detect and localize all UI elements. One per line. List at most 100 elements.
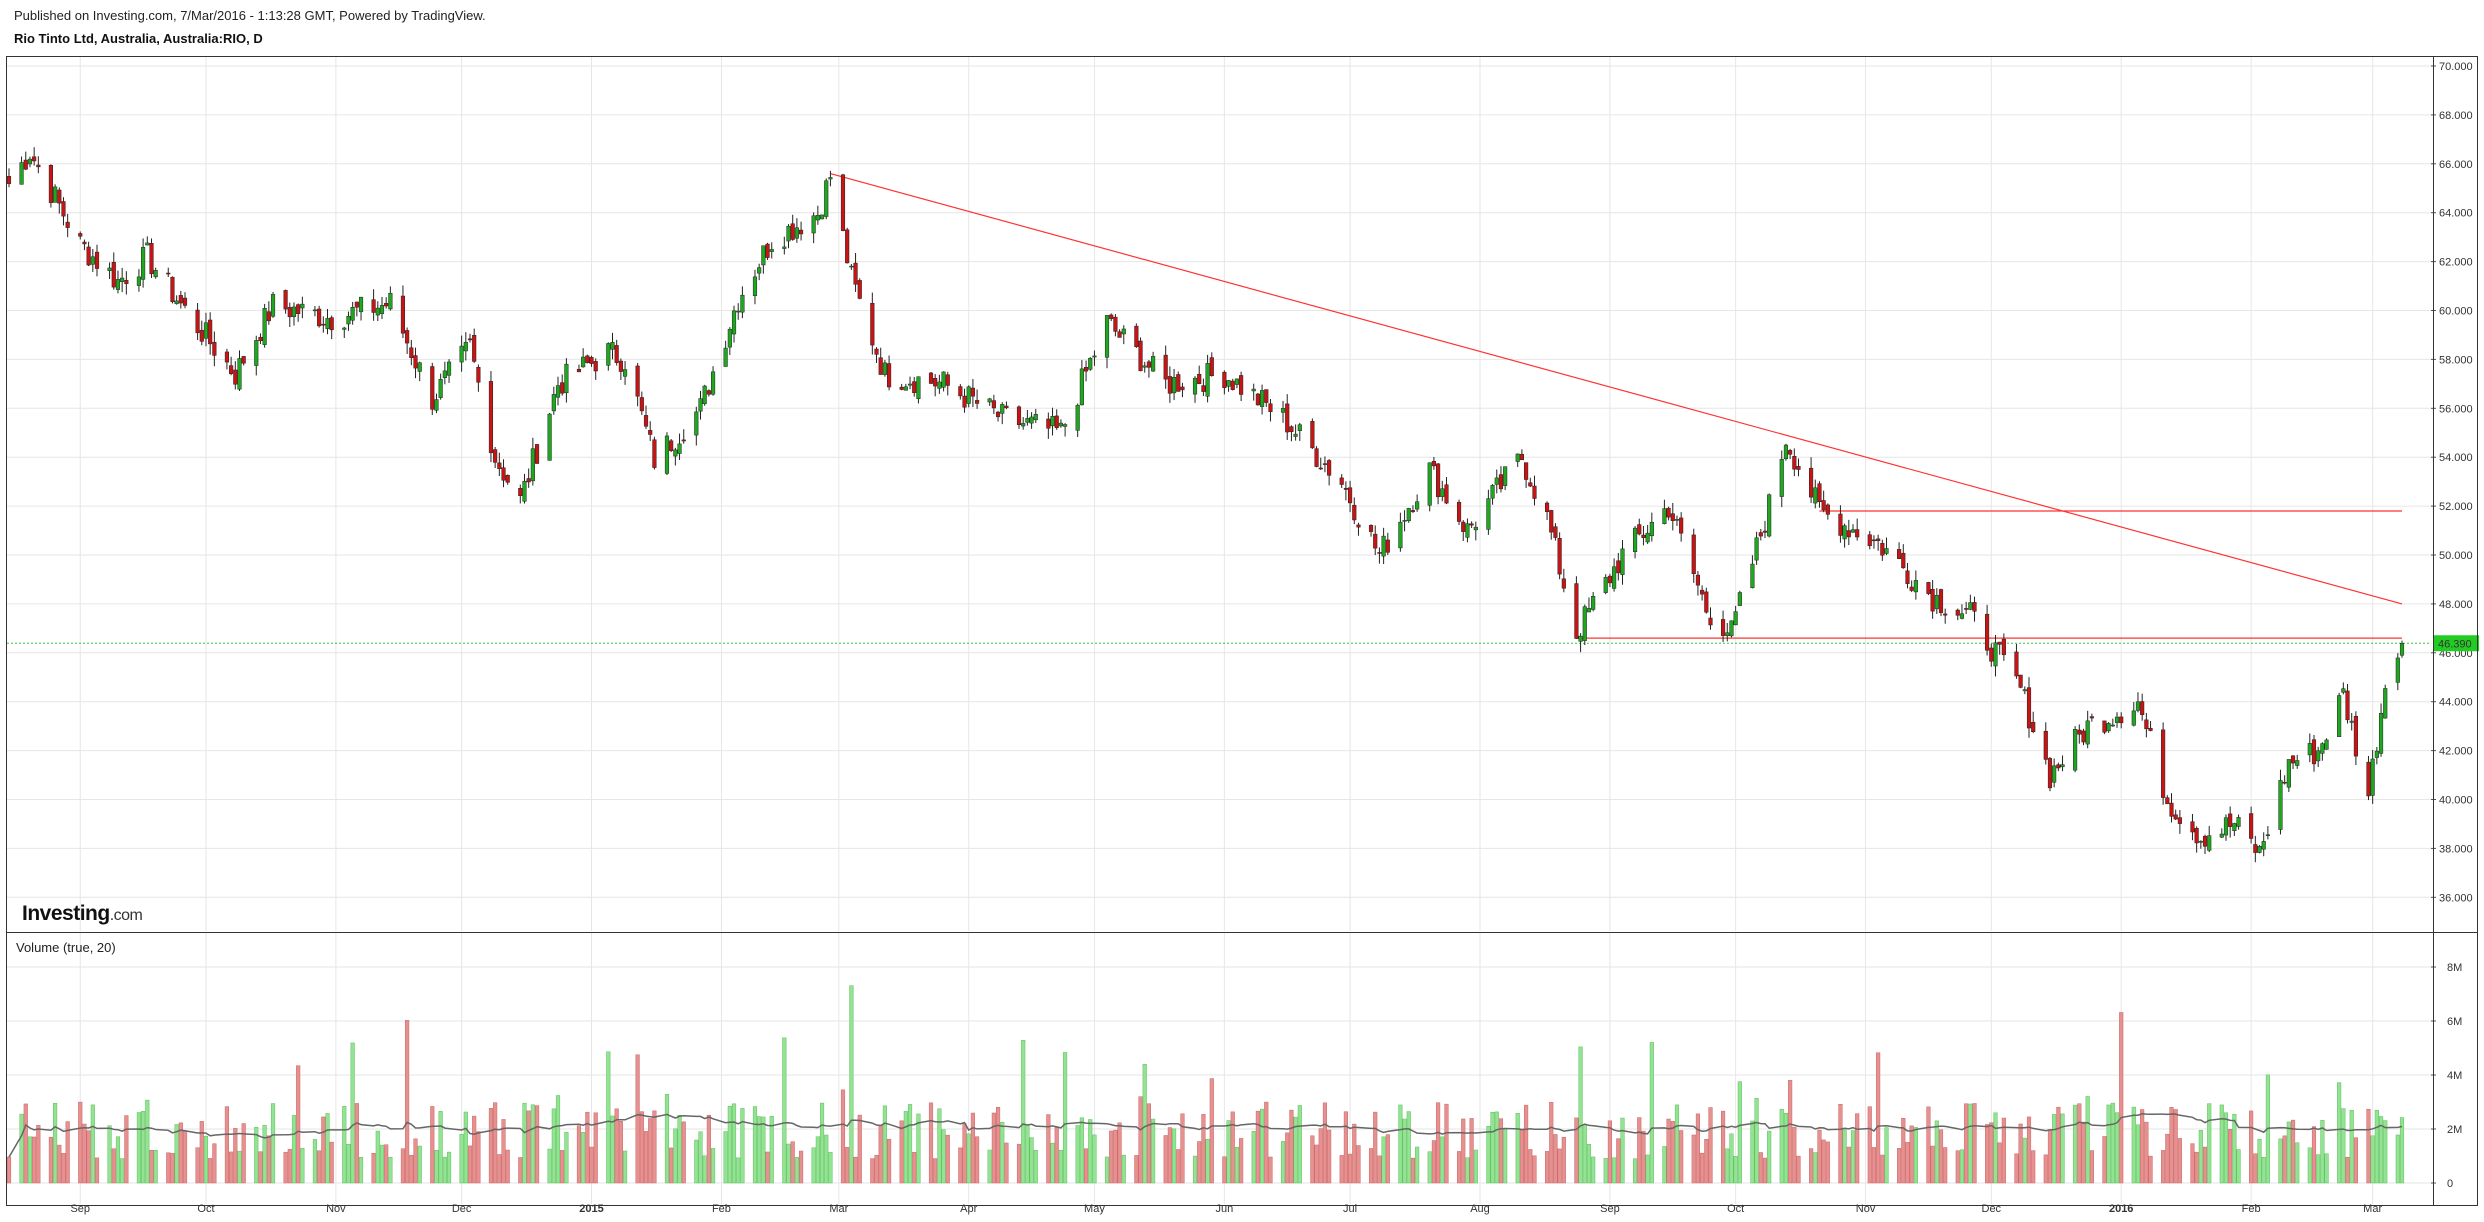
candle-down <box>1876 538 1881 541</box>
published-info: Published on Investing.com, 7/Mar/2016 -… <box>14 8 486 23</box>
candle-up <box>606 343 611 366</box>
volume-bar-down <box>2102 1136 2107 1184</box>
candle-down <box>2228 813 2233 827</box>
candle-up <box>136 276 141 286</box>
candle-up <box>1205 363 1210 397</box>
price-tick-label: 44.000 <box>2439 697 2473 709</box>
candle-down <box>2140 701 2145 715</box>
volume-bar-up <box>740 1108 745 1184</box>
volume-bar-up <box>1021 1039 1026 1184</box>
volume-bar-up <box>1092 1134 1097 1184</box>
volume-tick-label: 6M <box>2447 1016 2462 1028</box>
candle-down <box>1083 367 1089 372</box>
candle-down <box>2249 813 2254 839</box>
frame-layer <box>6 56 2478 1206</box>
volume-bar-down <box>233 1128 238 1184</box>
candle-down <box>2102 720 2107 733</box>
candle-down <box>618 360 623 372</box>
time-tick-label: Sep <box>1600 1203 1620 1215</box>
candle-up <box>2106 723 2111 732</box>
candle-down <box>1561 578 1566 589</box>
resistance-trendline <box>830 173 2403 605</box>
volume-bar-down <box>975 1136 980 1184</box>
volume-bar-up <box>916 1113 921 1184</box>
candle-up <box>1427 462 1432 506</box>
candle-down <box>1498 474 1504 490</box>
volume-bar-down <box>526 1110 531 1184</box>
volume-bar-up <box>903 1111 908 1184</box>
volume-bar-up <box>1398 1104 1403 1184</box>
volume-bar-down <box>1117 1122 1122 1184</box>
volume-bar-up <box>1578 1046 1583 1184</box>
candle-up <box>2073 729 2078 771</box>
volume-bar-down <box>2311 1126 2317 1184</box>
candle-up <box>2257 845 2262 853</box>
candle-up <box>1025 418 1030 423</box>
candle-down <box>182 297 188 306</box>
volume-bar-up <box>581 1132 586 1184</box>
candle-down <box>2202 835 2208 847</box>
candle-down <box>1138 340 1143 372</box>
candle-down <box>1557 538 1562 575</box>
volume-bar-down <box>1997 1142 2002 1184</box>
candle-down <box>1385 539 1390 553</box>
candle-up <box>2399 643 2405 656</box>
volume-bar-down <box>1926 1106 1931 1184</box>
candle-up <box>1993 642 1998 667</box>
price-tick-label: 68.000 <box>2439 110 2473 122</box>
volume-bar-up <box>1297 1105 1302 1184</box>
candle-up <box>2278 780 2283 830</box>
candle-up <box>1142 365 1147 368</box>
candle-up <box>1297 424 1302 431</box>
volume-bar-down <box>497 1154 502 1184</box>
candle-down <box>958 386 963 397</box>
candle-up <box>438 379 443 398</box>
volume-bar-up <box>2337 1082 2342 1184</box>
volume-bar-up <box>2378 1116 2384 1184</box>
candle-down <box>1373 533 1378 549</box>
candle-up <box>1674 519 1680 521</box>
candle-down <box>1762 530 1768 533</box>
price-tick-label: 38.000 <box>2439 843 2473 855</box>
candle-down <box>1549 510 1554 533</box>
candle-down <box>1666 507 1671 518</box>
volume-bar-up <box>723 1131 728 1184</box>
volume-bar-down <box>589 1146 594 1184</box>
volume-bar-up <box>1033 1150 1038 1184</box>
volume-bar-down <box>1352 1123 1357 1184</box>
candle-up <box>1645 532 1650 543</box>
candle-down <box>1817 483 1822 503</box>
volume-bar-up <box>350 1042 355 1184</box>
candle-down <box>2043 730 2048 760</box>
volume-bar-down <box>86 1130 91 1184</box>
candle-down <box>472 335 477 362</box>
volume-bar-down <box>94 1157 100 1184</box>
candle-down <box>2148 727 2153 731</box>
volume-bar-up <box>1234 1147 1239 1184</box>
candle-down <box>229 365 234 374</box>
candle-down <box>1985 613 1990 651</box>
candle-down <box>1461 521 1466 532</box>
volume-bar-down <box>1109 1130 1114 1184</box>
time-tick-label: Nov <box>1856 1203 1876 1215</box>
volume-bar-up <box>987 1149 992 1184</box>
volume-bar-up <box>530 1104 535 1184</box>
candle-up <box>828 177 833 180</box>
candle-up <box>312 309 318 312</box>
volume-bar-down <box>799 1150 804 1184</box>
candle-down <box>840 174 846 231</box>
candle-up <box>2060 764 2065 768</box>
candle-up <box>1280 408 1286 413</box>
volume-bar-down <box>493 1102 498 1184</box>
volume-bar-down <box>36 1124 41 1184</box>
candle-down <box>1607 575 1612 584</box>
candle-down <box>648 430 653 435</box>
volume-bar-down <box>61 1153 66 1184</box>
price-tick-label: 60.000 <box>2439 306 2473 318</box>
volume-bar-up <box>828 1152 833 1184</box>
volume-bar-up <box>1632 1158 1638 1184</box>
volume-bar-up <box>1737 1081 1742 1184</box>
volume-bar-down <box>643 1131 649 1184</box>
candle-down <box>430 366 435 410</box>
volume-bar-down <box>1322 1102 1328 1184</box>
